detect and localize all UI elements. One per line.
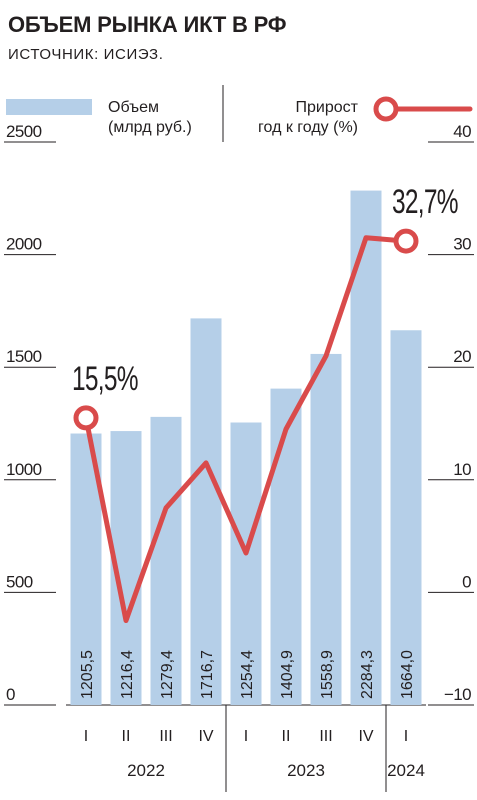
quarter-label: III <box>319 728 332 745</box>
volume-bar <box>350 190 382 706</box>
quarter-label: II <box>122 728 131 745</box>
volume-bar <box>230 422 262 705</box>
bars <box>70 190 422 706</box>
volume-bar <box>310 353 342 705</box>
volume-bar <box>190 318 222 705</box>
right-axis-tick-label: 40 <box>453 122 471 141</box>
right-axis-tick-label: −10 <box>444 685 471 704</box>
legend-line-label: год к году (%) <box>258 119 358 136</box>
left-axis-tick-label: 2000 <box>6 235 42 254</box>
growth-line <box>73 228 419 624</box>
left-axis-tick-label: 1500 <box>6 347 42 366</box>
bar-value-label: 1664,0 <box>399 650 416 699</box>
bar-value-label: 1205,5 <box>79 650 96 699</box>
chart-labels: 0 −10 500 0 1000 10 1500 20 2000 30 2500 40 1205,5 12… <box>6 122 472 780</box>
bar-value-label: 1716,7 <box>199 650 216 699</box>
growth-marker <box>393 228 419 254</box>
volume-bar <box>270 388 302 705</box>
volume-bar <box>390 330 422 705</box>
bar-value-label: 2284,3 <box>359 650 376 699</box>
bar-value-label: 1254,4 <box>239 650 256 699</box>
right-axis-tick-label: 30 <box>453 235 471 254</box>
year-label: 2022 <box>127 761 165 780</box>
legend-bar-swatch <box>6 99 92 115</box>
bar-value-label: 1279,4 <box>159 650 176 699</box>
legend-line-marker <box>373 96 399 122</box>
left-axis-tick-label: 0 <box>6 685 15 704</box>
bar-value-label: 1404,9 <box>279 650 296 699</box>
year-label: 2023 <box>287 761 325 780</box>
growth-annotation: 32,7% <box>392 183 458 221</box>
year-label: 2024 <box>387 761 425 780</box>
left-axis-tick-label: 500 <box>6 572 33 591</box>
right-axis-tick-label: 20 <box>453 347 471 366</box>
quarter-label: III <box>159 728 172 745</box>
bar-value-label: 1216,4 <box>119 650 136 699</box>
quarter-label: IV <box>198 728 213 745</box>
legend-bar-label: Объем <box>108 99 159 116</box>
quarter-label: I <box>84 728 88 745</box>
legend-line-label: Прирост <box>296 99 359 116</box>
bar-value-label: 1558,9 <box>319 650 336 699</box>
growth-annotation: 15,5% <box>72 360 138 398</box>
right-axis-tick-label: 10 <box>453 460 471 479</box>
left-axis-tick-label: 1000 <box>6 460 42 479</box>
quarter-label: II <box>282 728 291 745</box>
chart-source: ИСТОЧНИК: ИСИЭЗ. <box>8 46 164 63</box>
chart-title: ОБЪЕМ РЫНКА ИКТ В РФ <box>8 12 287 37</box>
legend: Объем (млрд руб.) Прирост год к году (%) <box>6 85 473 142</box>
right-axis-tick-label: 0 <box>462 572 471 591</box>
growth-marker <box>73 405 99 431</box>
volume-bar <box>150 416 182 705</box>
left-axis-tick-label: 2500 <box>6 122 42 141</box>
quarter-label: I <box>244 728 248 745</box>
quarter-label: IV <box>358 728 373 745</box>
legend-bar-label: (млрд руб.) <box>108 119 192 136</box>
growth-line-path <box>83 235 409 624</box>
quarter-label: I <box>404 728 408 745</box>
